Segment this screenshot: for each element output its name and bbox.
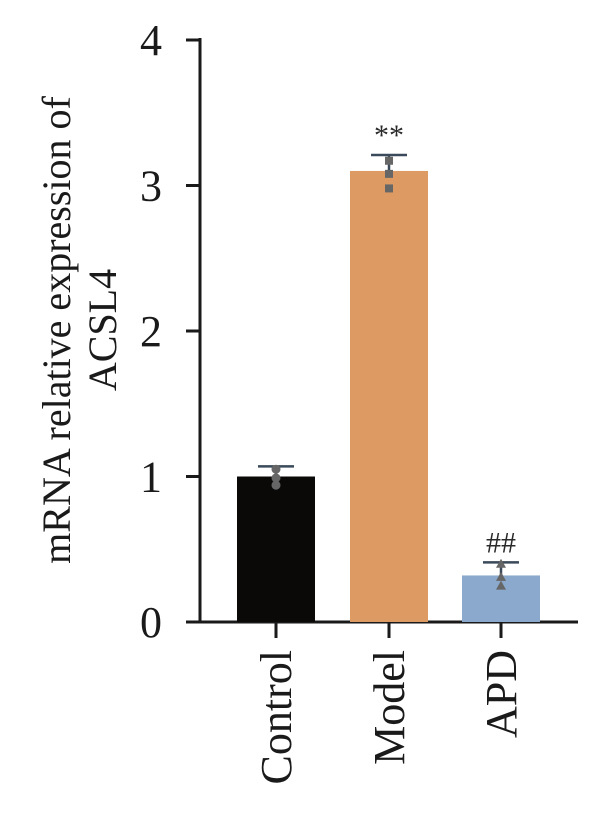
- significance-apd: ##: [486, 526, 516, 559]
- x-tick-label-control: Control: [252, 650, 301, 784]
- y-axis-title: mRNA relative expression of ACSL4: [34, 95, 125, 563]
- data-point-model-2: [385, 169, 393, 178]
- data-point-model-1: [385, 156, 393, 165]
- y-tick-label-2: 2: [140, 307, 162, 356]
- y-axis-title-line-1: mRNA relative expression of: [34, 95, 79, 563]
- bar-control: [237, 476, 315, 622]
- data-point-apd-3: [496, 580, 506, 590]
- data-point-control-1: [271, 464, 281, 474]
- x-tick-label-apd: APD: [477, 650, 526, 738]
- y-tick-label-1: 1: [140, 453, 162, 502]
- bar-model: [350, 170, 428, 622]
- significance-model: **: [374, 119, 404, 152]
- x-tick-label-model: Model: [365, 650, 414, 765]
- data-point-control-2: [271, 473, 281, 483]
- y-tick-label-4: 4: [140, 16, 162, 65]
- data-point-control-3: [271, 480, 281, 490]
- plot-area: 0 1 2 3 4 Control ** Model ## APD: [140, 16, 578, 784]
- y-tick-label-3: 3: [140, 162, 162, 211]
- y-tick-label-0: 0: [140, 598, 162, 647]
- data-point-model-3: [385, 184, 393, 193]
- y-axis-title-line-2: ACSL4: [80, 269, 125, 391]
- data-point-apd-2: [496, 571, 506, 581]
- data-point-apd-1: [496, 558, 506, 568]
